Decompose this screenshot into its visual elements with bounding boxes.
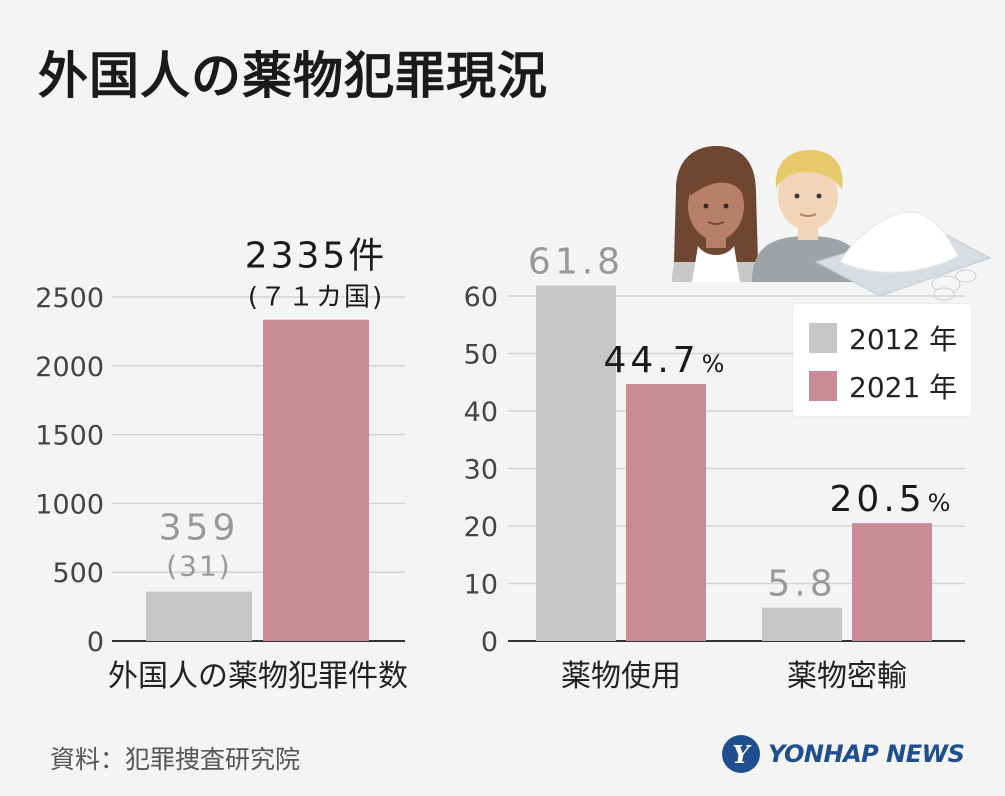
bar-2021-use [626,383,706,641]
bar-2012-use [536,285,616,641]
data-label: 61.8 [528,242,624,283]
y-tick-label: 1500 [35,421,104,452]
data-sublabel: (31) [166,550,231,583]
y-tick-label: 2500 [35,283,104,314]
x-axis-label: 外国人の薬物犯罪件数 [108,659,408,694]
yonhap-logo-text: YONHAP NEWS [768,740,965,768]
bar-2012 [146,591,252,641]
woman-avatar-icon [672,146,760,282]
y-tick-label: 50 [464,340,498,371]
bar-2021 [263,319,369,641]
y-tick-label: 10 [464,570,498,601]
page-title: 外国人の薬物犯罪現況 [38,47,548,105]
legend-swatch-2021 [809,371,837,401]
y-tick-label: 0 [481,627,498,658]
data-label: 44.7% [604,340,729,381]
legend-label-2021: 2021 年 [849,371,958,404]
y-tick-label: 2000 [35,352,104,383]
data-label-unit: % [702,350,729,378]
data-sublabel: (７１カ国) [248,283,384,313]
x-category-label: 薬物使用 [561,659,681,694]
legend-label-2012: 2012 年 [849,323,958,356]
data-label-unit: % [928,489,955,517]
yonhap-logo: Y YONHAP NEWS [722,735,965,773]
y-tick-label: 1000 [35,489,104,520]
drug-powder-icon [814,211,992,301]
source-note: 資料：犯罪捜査研究院 [50,745,301,774]
legend-item-2012: 2012 年 [809,318,957,358]
y-tick-label: 20 [464,512,498,543]
data-label: 2335件 [245,236,388,277]
chart-crime-count: 0 500 1000 1500 2000 2500 359(31) 2335件 (７１カ国) 外国… [35,236,408,694]
y-tick-label: 30 [464,455,498,486]
y-tick-label: 500 [52,558,104,589]
data-label: 5.8 [767,564,836,605]
legend-item-2021: 2021 年 [809,366,957,406]
illustration [672,146,992,301]
data-label: 359 [159,508,240,549]
yonhap-logo-mark: Y [722,735,760,773]
data-label: 20.5% [830,479,955,520]
bar-2012-smuggling [762,607,842,641]
y-tick-label: 0 [87,627,104,658]
legend: 2012 年 2021 年 [793,304,971,416]
legend-swatch-2012 [809,323,837,353]
y-tick-label: 40 [464,397,498,428]
x-category-label: 薬物密輸 [787,659,907,694]
bar-2021-smuggling [852,523,932,641]
y-tick-label: 60 [464,282,498,313]
